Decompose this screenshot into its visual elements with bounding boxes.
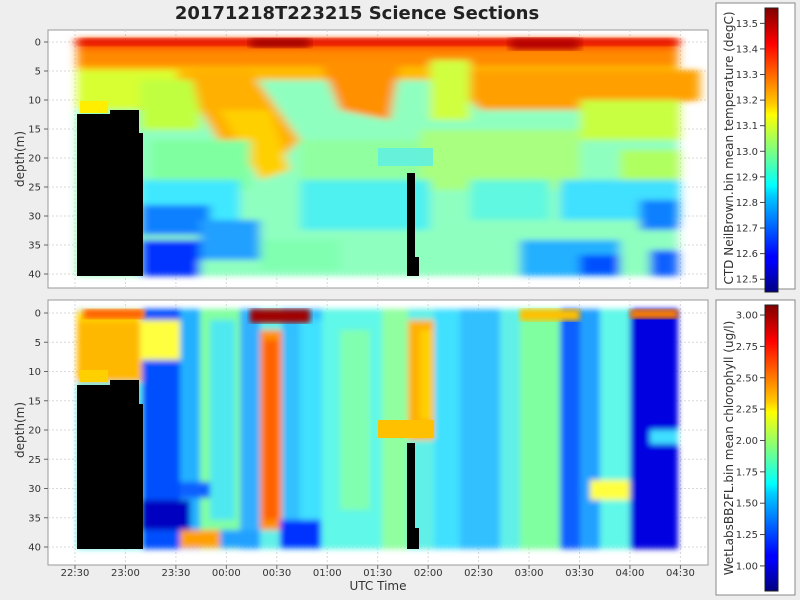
x-axis-label: UTC Time [350, 579, 407, 593]
colorbar-tick-label: 13.4 [736, 44, 758, 55]
depth-tick-label: 35 [28, 241, 41, 252]
depth-tick-label: 0 [35, 309, 41, 320]
time-tick-label: 04:30 [666, 568, 695, 579]
time-ticks: 22:30 23:00 23:30 00:00 00:30 01:00 01:30 02:00… [61, 565, 695, 579]
chlorophyll-colorbar-ticks: 1.00 1.25 1.50 1.75 2.00 2.25 2.50 2.75 3.00 [736, 311, 765, 572]
temperature-colorbar: 12.5 12.6 12.7 12.8 12.9 13.0 13.1 13.2 13.3 13.4… [715, 2, 796, 293]
colorbar-tick-label: 2.00 [736, 436, 758, 447]
time-tick-label: 01:30 [363, 568, 392, 579]
chlorophyll-y-axis-label: depth(m) [13, 402, 27, 458]
time-tick-label: 00:00 [212, 568, 241, 579]
time-tick-label: 23:00 [111, 568, 140, 579]
chlorophyll-heatmap [77, 309, 678, 549]
time-tick-label: 03:00 [515, 568, 544, 579]
time-tick-label: 02:30 [464, 568, 493, 579]
colorbar-tick-label: 12.8 [736, 198, 758, 209]
time-tick-label: 01:00 [313, 568, 342, 579]
time-tick-label: 22:30 [61, 568, 90, 579]
depth-tick-label: 10 [28, 367, 41, 378]
colorbar-tick-label: 12.6 [736, 249, 758, 260]
colorbar-tick-label: 1.50 [736, 499, 758, 510]
temperature-heatmap [77, 38, 700, 276]
depth-tick-label: 40 [28, 543, 41, 554]
colorbar-tick-label: 2.25 [736, 405, 758, 416]
colorbar-tick-label: 2.75 [736, 342, 758, 353]
time-tick-label: 02:00 [414, 568, 443, 579]
depth-tick-label: 10 [28, 96, 41, 107]
chlorophyll-panel: 0 5 10 15 20 25 30 35 40 depth(m) 22:30 23:00 23:3… [13, 299, 709, 593]
temperature-colorbar-ticks: 12.5 12.6 12.7 12.8 12.9 13.0 13.1 13.2 13.3 13.4… [736, 19, 765, 286]
depth-tick-label: 25 [28, 183, 41, 194]
depth-tick-label: 30 [28, 212, 41, 223]
time-tick-label: 00:30 [262, 568, 291, 579]
chlorophyll-colorbar: 1.00 1.25 1.50 1.75 2.00 2.25 2.50 2.75 3.00 Wet… [715, 299, 796, 596]
colorbar-tick-label: 1.25 [736, 530, 758, 541]
colorbar-tick-label: 1.75 [736, 467, 758, 478]
temperature-colorbar-gradient [764, 7, 779, 293]
temperature-colorbar-label: CTD NeilBrown.bin mean temperature (degC… [722, 11, 736, 284]
depth-tick-label: 5 [35, 338, 41, 349]
temperature-bottom-mask [407, 173, 415, 276]
temperature-no-data-mask [77, 110, 143, 276]
colorbar-tick-label: 13.5 [736, 19, 758, 30]
chlorophyll-colorbar-label: WetLabsBB2FL.bin mean chlorophyll (ug/l) [722, 321, 736, 576]
time-tick-label: 23:30 [161, 568, 190, 579]
colorbar-tick-label: 1.00 [736, 561, 758, 572]
colorbar-tick-label: 12.5 [736, 275, 758, 286]
colorbar-tick-label: 13.1 [736, 121, 758, 132]
chlorophyll-depth-ticks: 0 5 10 15 20 25 30 35 40 [28, 309, 48, 554]
temperature-panel: 0 5 10 15 20 25 30 35 40 depth(m) [13, 29, 709, 289]
colorbar-tick-label: 12.7 [736, 224, 758, 235]
depth-tick-label: 15 [28, 125, 41, 136]
depth-tick-label: 15 [28, 396, 41, 407]
depth-tick-label: 25 [28, 455, 41, 466]
time-tick-label: 03:30 [565, 568, 594, 579]
depth-tick-label: 20 [28, 426, 41, 437]
colorbar-tick-label: 12.9 [736, 172, 758, 183]
chlorophyll-no-data-mask [77, 380, 143, 549]
depth-tick-label: 20 [28, 154, 41, 165]
depth-tick-label: 30 [28, 484, 41, 495]
colorbar-tick-label: 3.00 [736, 311, 758, 322]
chlorophyll-bottom-mask [407, 443, 415, 549]
depth-tick-label: 40 [28, 270, 41, 281]
depth-tick-label: 35 [28, 513, 41, 524]
figure-title: 20171218T223215 Science Sections [175, 3, 539, 24]
colorbar-tick-label: 13.3 [736, 70, 758, 81]
chlorophyll-colorbar-gradient [764, 304, 779, 592]
colorbar-tick-label: 13.2 [736, 96, 758, 107]
time-tick-label: 04:00 [616, 568, 645, 579]
temperature-y-axis-label: depth(m) [13, 131, 27, 187]
depth-tick-label: 0 [35, 38, 41, 49]
temperature-depth-ticks: 0 5 10 15 20 25 30 35 40 [28, 38, 48, 281]
colorbar-tick-label: 13.0 [736, 147, 758, 158]
colorbar-tick-label: 2.50 [736, 373, 758, 384]
depth-tick-label: 5 [35, 67, 41, 78]
